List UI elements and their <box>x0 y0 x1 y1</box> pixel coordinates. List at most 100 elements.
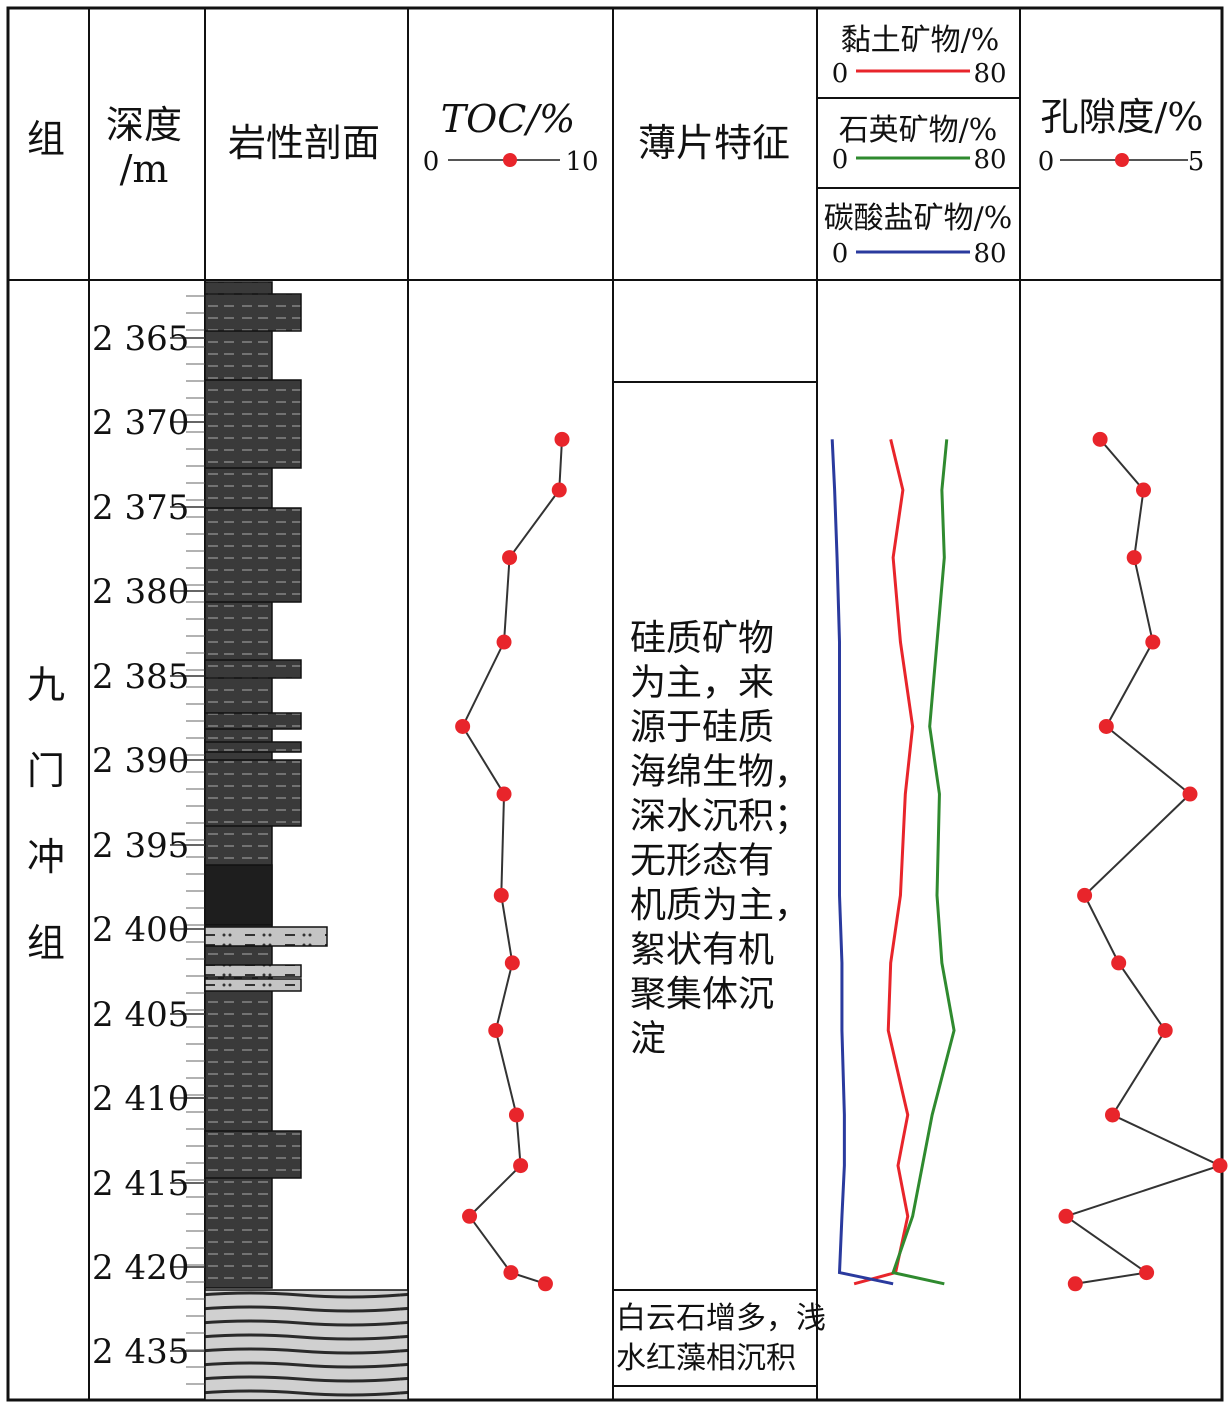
porosity-point <box>1182 786 1198 802</box>
thin-section-note-line: 无形态有 <box>630 841 774 882</box>
clay-max-label: 80 <box>973 59 1006 89</box>
depth-header: 深度 <box>106 103 182 147</box>
porosity-point <box>1077 887 1093 903</box>
shale-bed-3 <box>204 507 302 603</box>
toc-max-label: 10 <box>565 147 598 177</box>
depth-tick-label: 2 380 <box>92 572 189 612</box>
thin-section-note-line: 白云石增多，浅 <box>616 1301 826 1336</box>
thin-section-note-line: 海绵生物， <box>630 752 810 793</box>
porosity-point <box>1098 718 1114 734</box>
formation-name: 九 门 冲 组 <box>27 663 65 965</box>
thin-section-note-line: 淀 <box>630 1019 666 1060</box>
formation-header: 组 <box>27 117 65 161</box>
thin-section-note-line: 聚集体沉 <box>630 974 774 1015</box>
depth-tick-label: 2 435 <box>92 1332 189 1372</box>
thin-section-note-line: 为主，来 <box>630 663 774 704</box>
clay-min-label: 0 <box>832 59 849 89</box>
depth-tick-label: 2 400 <box>92 910 189 950</box>
dolomite-block <box>204 1289 409 1401</box>
quartz-line <box>891 439 956 1286</box>
formation-char-2: 门 <box>27 749 65 793</box>
limestone-bed-2 <box>204 964 302 978</box>
thin-section-note-line: 源于硅质 <box>630 707 774 748</box>
carbonate-max-label: 80 <box>973 239 1006 269</box>
quartz-header: 石英矿物/% <box>839 113 998 148</box>
shale-bed-7 <box>204 759 302 827</box>
toc-point <box>462 1208 478 1224</box>
shale-bed-1 <box>204 293 302 332</box>
porosity-point <box>1058 1208 1074 1224</box>
depth-tick-label: 2 390 <box>92 741 189 781</box>
table-grid <box>6 6 1224 1402</box>
black-shale-band <box>204 864 273 926</box>
depth-tick-label: 2 385 <box>92 657 189 697</box>
depth-axis: 2 365 2 370 2 375 2 380 2 385 2 390 2 395 2 400… <box>92 295 205 1385</box>
carbonate-header: 碳酸盐矿物/% <box>824 201 1013 236</box>
toc-point <box>551 482 567 498</box>
porosity-point <box>1067 1276 1083 1292</box>
depth-unit-header: /m <box>120 147 169 191</box>
thin-section-note-line: 硅质矿物 <box>630 618 774 659</box>
shale-bed-4 <box>204 659 302 679</box>
porosity-point <box>1092 431 1108 447</box>
toc-point <box>496 634 512 650</box>
shale-bed-2 <box>204 379 302 469</box>
depth-tick-label: 2 395 <box>92 826 189 866</box>
shale-bed-6 <box>204 741 302 753</box>
porosity-point <box>1145 634 1161 650</box>
porosity-point <box>1111 955 1127 971</box>
shale-bed-8 <box>204 1130 302 1179</box>
toc-line <box>461 439 563 1285</box>
depth-tick-label: 2 420 <box>92 1248 189 1288</box>
toc-point <box>537 1276 553 1292</box>
formation-char-1: 九 <box>27 663 65 707</box>
porosity-max-label: 5 <box>1188 147 1205 177</box>
toc-point <box>488 1022 504 1038</box>
depth-tick-label: 2 365 <box>92 319 189 359</box>
carbonate-line <box>830 439 894 1286</box>
depth-tick-label: 2 375 <box>92 488 189 528</box>
thin-section-note-line: 深水沉积； <box>630 796 810 837</box>
porosity-point <box>1157 1022 1173 1038</box>
porosity-line <box>1063 438 1223 1285</box>
toc-point <box>513 1158 529 1174</box>
lithology-column <box>204 281 409 1401</box>
porosity-point <box>1126 550 1142 566</box>
depth-tick-label: 2 370 <box>92 403 189 443</box>
quartz-min-label: 0 <box>832 145 849 175</box>
toc-header: TOC/% <box>441 97 575 141</box>
clay-header: 黏土矿物/% <box>841 23 1000 58</box>
toc-legend-marker <box>503 153 517 167</box>
toc-point <box>508 1107 524 1123</box>
toc-point <box>504 955 520 971</box>
formation-char-3: 冲 <box>27 835 65 879</box>
limestone-bed-3 <box>204 978 302 992</box>
depth-tick-label: 2 405 <box>92 995 189 1035</box>
porosity-legend-marker <box>1115 153 1129 167</box>
toc-curve <box>455 431 570 1292</box>
header-row: 组 深度 /m 岩性剖面 TOC/% 0 10 薄片特征 黏土矿物/% 0 80… <box>27 23 1204 269</box>
clay-line <box>853 438 915 1286</box>
thin-section-note-line: 机质为主， <box>630 885 810 926</box>
formation-char-4: 组 <box>27 921 65 965</box>
toc-point <box>554 431 570 447</box>
porosity-curve <box>1058 431 1228 1292</box>
porosity-point <box>1105 1107 1120 1123</box>
thin-section-note-line: 水红藻相沉积 <box>616 1341 796 1376</box>
mineral-curves <box>830 438 956 1286</box>
porosity-point <box>1136 482 1151 498</box>
lithology-header: 岩性剖面 <box>228 121 380 165</box>
toc-point <box>455 718 471 734</box>
toc-point <box>503 1265 519 1281</box>
carbonate-min-label: 0 <box>832 239 849 269</box>
toc-min-label: 0 <box>423 147 440 177</box>
shale-bed-5 <box>204 712 302 730</box>
depth-tick-label: 2 415 <box>92 1164 189 1204</box>
limestone-bed-1 <box>204 926 328 947</box>
porosity-point <box>1139 1265 1155 1281</box>
toc-point <box>493 887 509 903</box>
depth-tick-label: 2 410 <box>92 1079 189 1119</box>
